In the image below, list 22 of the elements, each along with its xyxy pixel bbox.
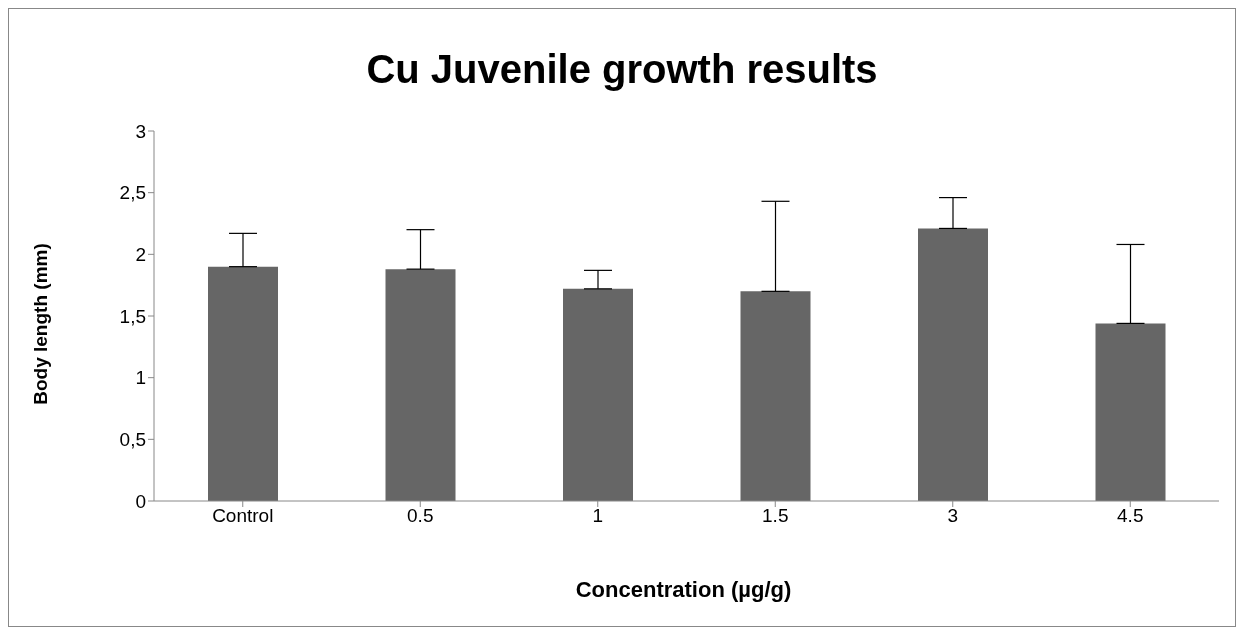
- bar: [1095, 323, 1166, 501]
- y-tick-label: 0,5: [119, 429, 146, 451]
- x-tick-label: 0.5: [407, 505, 434, 527]
- bar: [208, 266, 278, 501]
- y-axis-title: Body length (mm): [30, 243, 52, 405]
- y-tick-label: 3: [135, 120, 146, 142]
- x-tick-label: 4.5: [1117, 505, 1144, 527]
- bar: [385, 269, 456, 501]
- chart-title: Cu Juvenile growth results: [365, 47, 879, 92]
- x-tick-label: 3: [947, 505, 959, 527]
- x-tick-label: Control: [212, 505, 274, 527]
- y-tick-label: 1,5: [119, 305, 146, 327]
- y-tick-label: 2: [135, 244, 146, 266]
- x-tick-label: 1: [592, 505, 604, 527]
- bar: [563, 288, 633, 501]
- y-tick-label: 2,5: [119, 182, 146, 204]
- y-tick-label: 0: [135, 490, 146, 512]
- bar: [918, 228, 988, 501]
- x-tick-label: 1.5: [762, 505, 789, 527]
- x-axis-title: Concentration (µg/g): [574, 577, 793, 603]
- y-tick-label: 1: [135, 367, 146, 389]
- bar: [740, 291, 811, 501]
